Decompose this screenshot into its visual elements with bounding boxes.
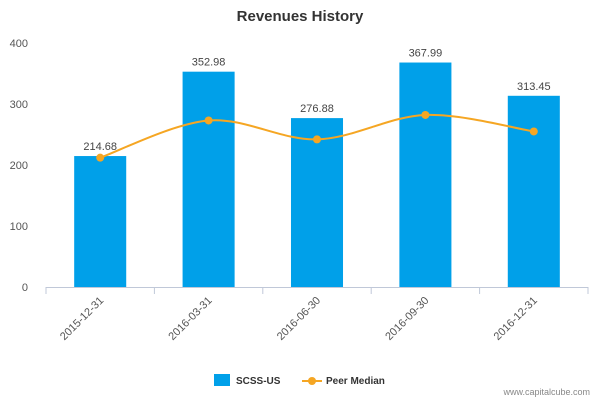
chart-title: Revenues History (237, 8, 364, 25)
bar (74, 156, 127, 287)
x-tick-label: 2016-12-31 (492, 295, 540, 343)
x-tick-label: 2016-03-31 (166, 295, 214, 343)
legend-label-peer-median: Peer Median (326, 376, 385, 387)
bar-data-label: 313.45 (517, 81, 551, 93)
y-tick-label: 200 (10, 160, 28, 172)
legend-marker-peer-median (308, 377, 316, 385)
peer-median-point (529, 127, 538, 136)
peer-median-series (96, 110, 538, 162)
bar (399, 62, 452, 288)
peer-median-point (421, 110, 430, 119)
peer-median-point (313, 135, 321, 144)
y-tick-label: 300 (10, 99, 28, 111)
x-tick-label: 2015-12-31 (58, 295, 106, 343)
legend-label-scss-us: SCSS-US (236, 376, 281, 387)
bar (290, 118, 344, 287)
y-axis: 0 100 200 300 400 (10, 38, 28, 294)
y-tick-label: 100 (10, 221, 28, 233)
bar (182, 71, 235, 288)
data-labels: 214.68 352.98 276.88 367.99 313.45 (83, 48, 550, 154)
bar-data-label: 276.88 (300, 103, 334, 115)
peer-median-point (204, 116, 213, 125)
bar-data-label: 352.98 (192, 57, 226, 69)
bar-data-label: 214.68 (83, 141, 117, 153)
x-tick-label: 2016-06-30 (275, 295, 323, 343)
bar-series (74, 62, 560, 288)
x-tick-label: 2016-09-30 (383, 295, 431, 343)
x-axis: 2015-12-31 2016-03-31 2016-06-30 2016-09-30… (45, 287, 589, 343)
legend-swatch-scss-us (214, 374, 230, 386)
peer-median-point (96, 153, 105, 162)
y-tick-label: 0 (22, 282, 28, 294)
credit-text: www.capitalcube.com (502, 387, 590, 397)
legend: SCSS-US Peer Median (214, 374, 385, 387)
y-tick-label: 400 (10, 38, 28, 50)
bar (507, 95, 560, 287)
bar-data-label: 367.99 (409, 48, 443, 60)
